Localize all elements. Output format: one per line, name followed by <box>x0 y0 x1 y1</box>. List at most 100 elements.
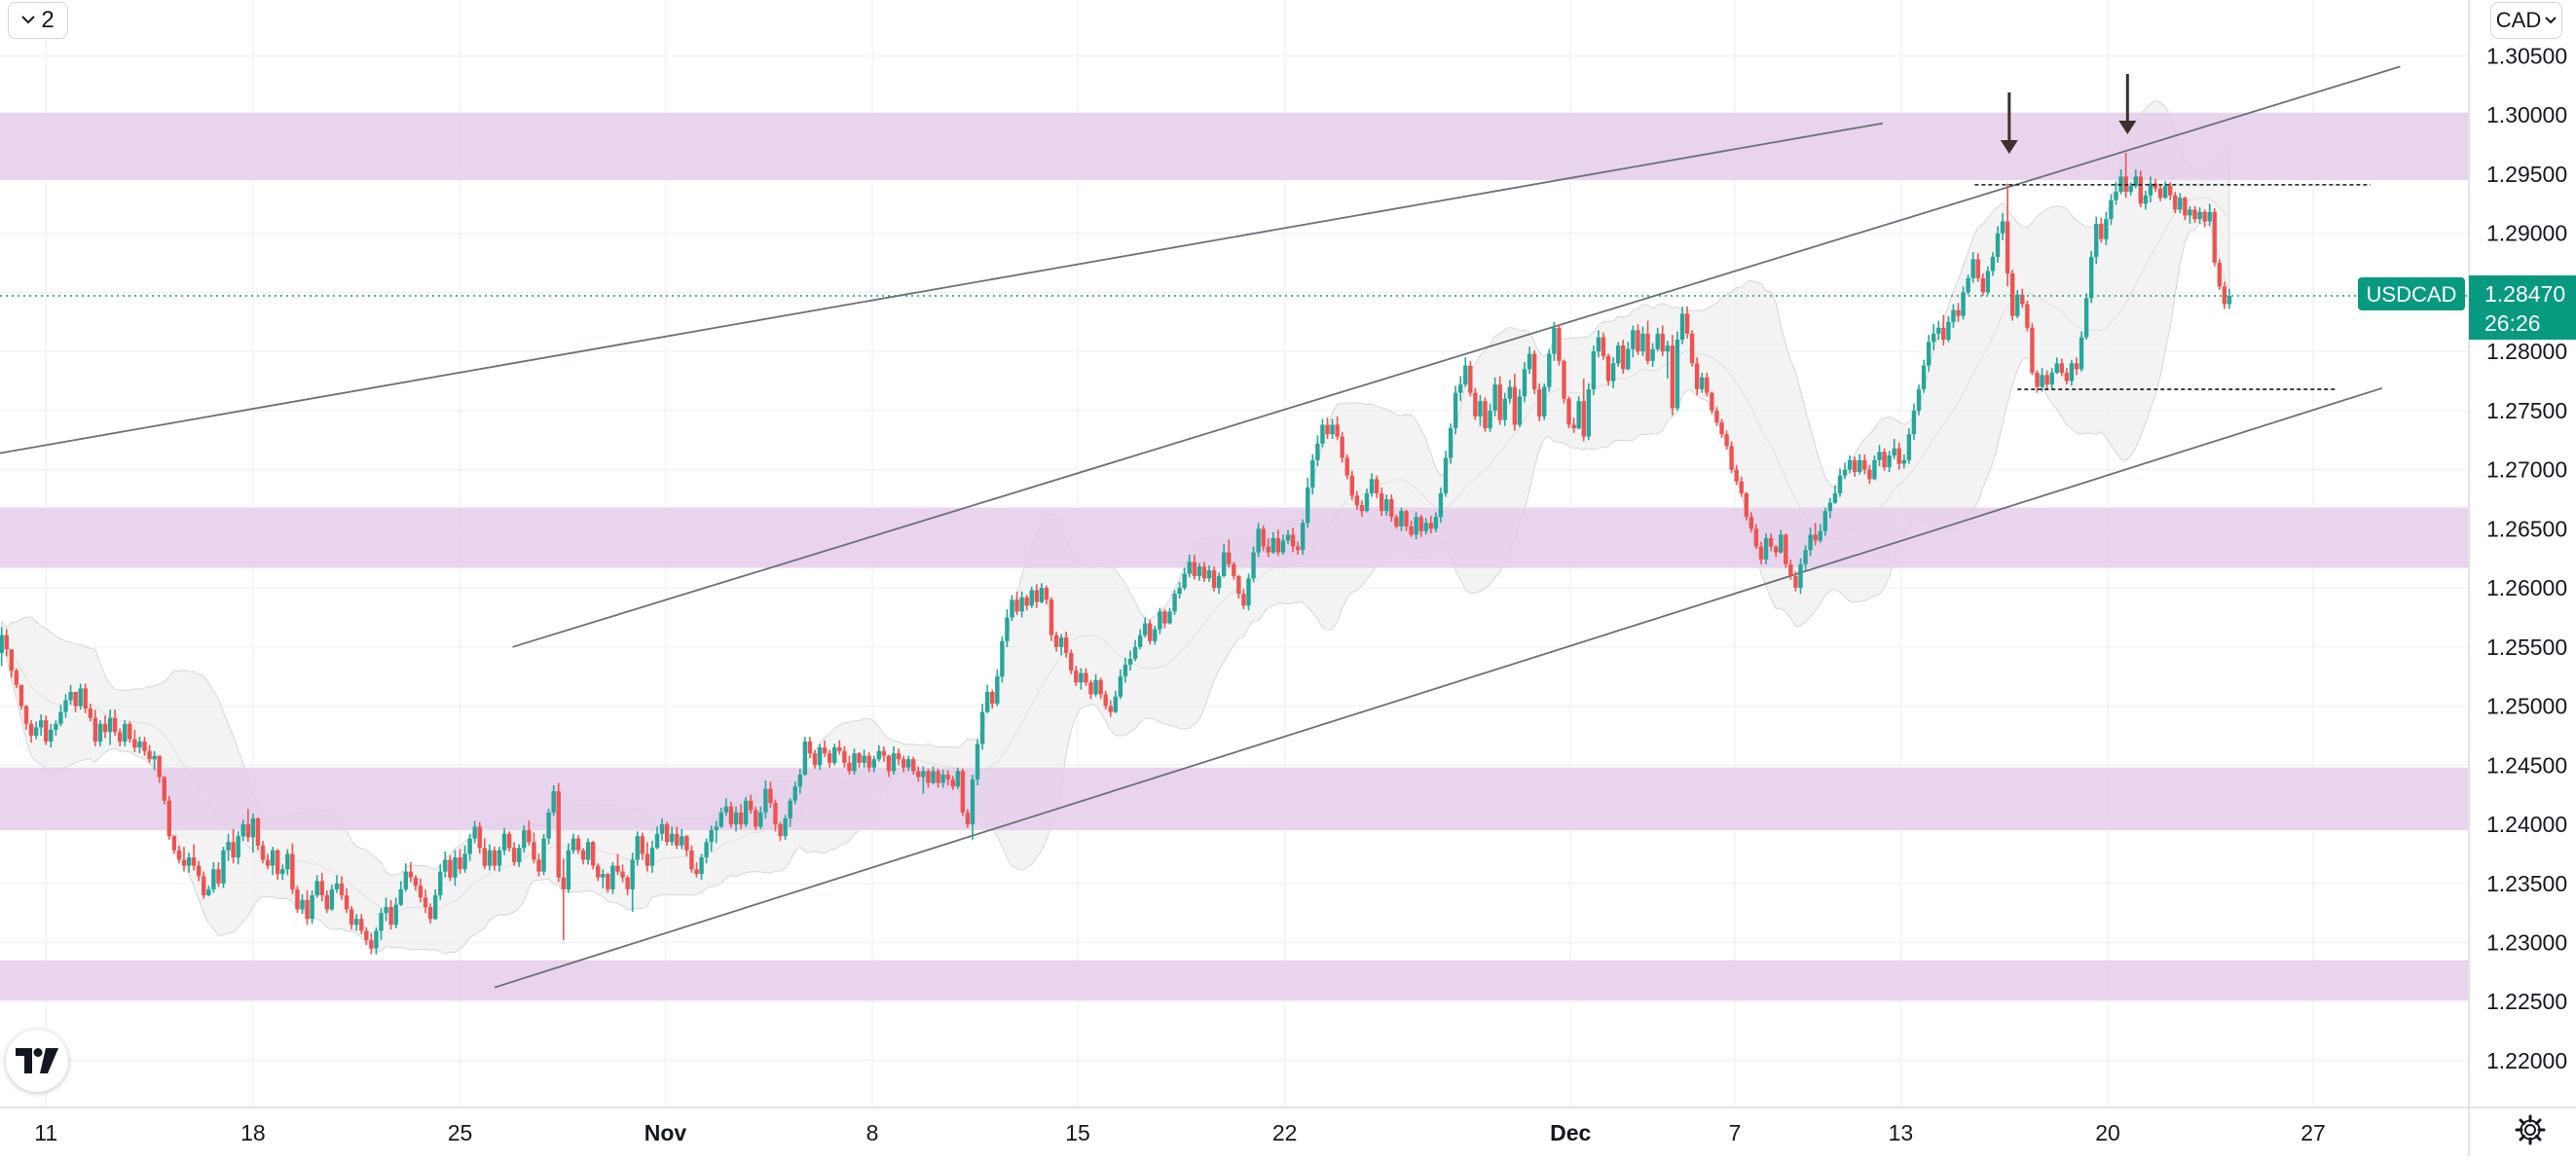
candle-body <box>506 833 512 849</box>
candle-body <box>18 684 24 707</box>
candle-down <box>1374 475 1380 498</box>
candle-body <box>1330 424 1335 435</box>
candle-down <box>295 886 300 914</box>
candle-body <box>166 800 172 837</box>
candle-body <box>128 723 132 740</box>
candle-up <box>63 694 68 718</box>
candle-body <box>1670 345 1675 409</box>
candle-body <box>2000 221 2006 234</box>
candle-body <box>68 691 73 701</box>
candle-body <box>541 838 546 872</box>
candle-body <box>1227 552 1232 564</box>
candle-up <box>2188 205 2192 224</box>
price-tick-label: 1.26000 <box>2486 575 2567 600</box>
candle-body <box>1911 410 1917 435</box>
candle-up <box>0 627 4 667</box>
candle-up <box>2178 193 2183 214</box>
candle-up <box>1921 359 1927 393</box>
candle-up <box>1196 562 1202 581</box>
candle-down <box>837 740 842 755</box>
candle-body <box>1744 492 1749 518</box>
candle-down <box>1162 608 1167 629</box>
candle-body <box>1758 546 1764 560</box>
trend-line[interactable] <box>0 122 1884 454</box>
candle-body <box>857 753 862 763</box>
candle-up <box>649 841 655 873</box>
candle-up <box>1438 487 1444 524</box>
candle-down <box>4 629 9 657</box>
candle-body <box>911 759 916 772</box>
interval-button[interactable]: 2 <box>8 2 68 39</box>
price-zone <box>0 507 2469 568</box>
candle-body <box>1591 351 1597 390</box>
candle-body <box>2114 192 2118 200</box>
candle-down <box>147 744 152 763</box>
trend-line[interactable] <box>512 65 2401 648</box>
candle-down <box>83 683 88 713</box>
time-axis-labels[interactable]: 11 18 25 Nov 8 15 22 Dec 7 13 20 27 <box>34 1120 2325 1145</box>
candle-body <box>1640 333 1645 352</box>
candle-body <box>1547 353 1552 387</box>
candle-body <box>1369 479 1375 493</box>
candle-up <box>546 809 551 845</box>
candle-down <box>536 853 541 877</box>
candle-body <box>1428 523 1434 529</box>
candle-body <box>1478 401 1483 417</box>
candle-up <box>1901 454 1907 469</box>
candle-down <box>1813 523 1818 546</box>
candle-down <box>305 890 310 925</box>
candle-down <box>2005 183 2010 287</box>
candle-body <box>97 723 103 743</box>
trend-line[interactable] <box>494 386 2383 989</box>
candle-up <box>2094 216 2099 265</box>
candle-body <box>206 889 211 895</box>
candle-body <box>1975 259 1980 278</box>
candle-down <box>1729 441 1734 474</box>
candle-body <box>324 894 330 910</box>
candle-up <box>1182 567 1187 591</box>
candle-up <box>1172 590 1177 616</box>
candle-body <box>1512 386 1518 425</box>
candle-body <box>2128 186 2133 193</box>
candle-body <box>1142 623 1148 635</box>
candle-body <box>1887 455 1892 468</box>
candle-down <box>132 729 137 752</box>
candle-up <box>49 723 54 748</box>
candle-body <box>1901 459 1907 464</box>
symbol-price-label: USDCAD 1.28470 26:26 <box>2358 275 2576 340</box>
candle-down <box>1689 330 1695 367</box>
candle-up <box>852 748 857 776</box>
candle-body <box>905 759 911 768</box>
candle-body <box>1896 448 1901 464</box>
candle-up <box>1626 342 1631 371</box>
candle-up <box>393 897 398 928</box>
candle-up <box>2079 331 2084 372</box>
candle-down <box>866 751 871 773</box>
candle-body <box>1394 517 1399 526</box>
tradingview-logo-icon[interactable] <box>6 1030 68 1092</box>
candle-down <box>1636 324 1640 355</box>
candle-up <box>353 914 359 931</box>
candle-up <box>1679 306 1685 345</box>
price-tick-label: 1.29500 <box>2486 162 2567 187</box>
candle-down <box>2157 184 2163 201</box>
candle-up <box>1966 274 1970 295</box>
candle-down <box>1768 533 1774 552</box>
candle-body <box>423 897 428 908</box>
candle-up <box>1005 608 1010 647</box>
candle-down <box>911 756 916 776</box>
candle-down <box>1014 591 1019 616</box>
candle-body <box>1320 424 1325 444</box>
candle-down <box>1744 491 1749 521</box>
candle-body <box>1108 706 1113 712</box>
candle-up <box>2133 169 2138 189</box>
gear-icon[interactable] <box>2510 1109 2551 1150</box>
price-axis-labels[interactable]: 1.305001.300001.295001.290001.285001.280… <box>2486 43 2567 1073</box>
candle-body <box>250 817 256 838</box>
candle-body <box>1636 330 1640 352</box>
candle-body <box>1784 534 1788 564</box>
currency-button[interactable]: CAD <box>2490 2 2562 39</box>
candle-up <box>2197 206 2202 224</box>
